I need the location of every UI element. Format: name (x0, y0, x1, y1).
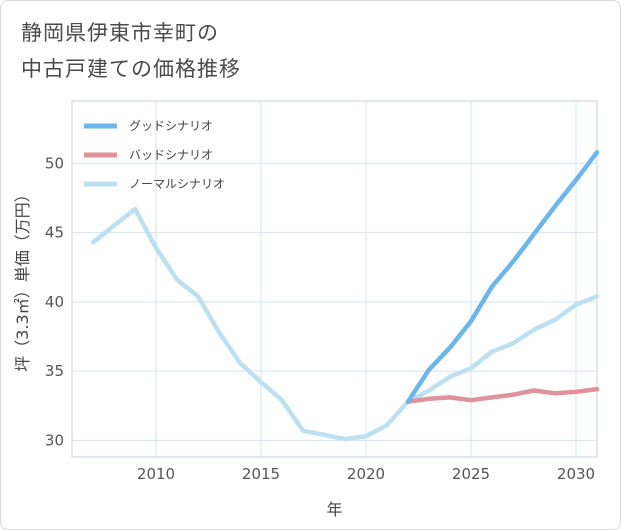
x-tick-label-2030: 2030 (557, 465, 595, 483)
plot-area (71, 100, 598, 458)
chart-title-line2: 中古戸建ての価格推移 (21, 57, 241, 81)
x-tick-label-2015: 2015 (242, 465, 280, 483)
x-tick-label-2020: 2020 (347, 465, 385, 483)
y-axis-title: 坪（3.3㎡）単価（万円） (13, 186, 32, 371)
y-tick-label-35: 35 (45, 362, 64, 380)
legend-label-normal: ノーマルシナリオ (129, 177, 225, 191)
y-tick-label-50: 50 (45, 154, 64, 172)
x-axis-title: 年 (326, 500, 342, 519)
legend-label-bad: バッドシナリオ (129, 148, 213, 162)
y-tick-label-40: 40 (45, 293, 64, 311)
series-line-good (405, 150, 600, 404)
y-tick-label-30: 30 (45, 431, 64, 449)
x-tick-label-2025: 2025 (452, 465, 490, 483)
legend-label-good: グッドシナリオ (129, 119, 213, 133)
series-line-normal (90, 206, 600, 442)
chart-title: 静岡県伊東市幸町の 中古戸建ての価格推移 (21, 15, 241, 87)
series-line-bad (405, 386, 600, 404)
x-tick-label-2010: 2010 (137, 465, 175, 483)
chart-title-line1: 静岡県伊東市幸町の (21, 21, 219, 45)
y-tick-label-45: 45 (45, 224, 64, 242)
